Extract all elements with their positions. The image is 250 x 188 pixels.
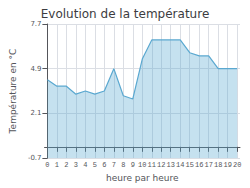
svg-text:heure par heure: heure par heure bbox=[106, 173, 179, 183]
svg-text:10: 10 bbox=[138, 161, 146, 169]
svg-text:16: 16 bbox=[195, 161, 203, 169]
svg-text:Evolution de la température: Evolution de la température bbox=[41, 7, 210, 21]
svg-text:4.9: 4.9 bbox=[30, 65, 41, 73]
svg-text:2.1: 2.1 bbox=[30, 109, 41, 117]
svg-text:11: 11 bbox=[148, 161, 156, 169]
svg-text:6: 6 bbox=[102, 161, 106, 169]
svg-text:2: 2 bbox=[64, 161, 68, 169]
svg-text:15: 15 bbox=[186, 161, 194, 169]
svg-text:5: 5 bbox=[93, 161, 97, 169]
svg-text:18: 18 bbox=[214, 161, 222, 169]
svg-text:0: 0 bbox=[45, 161, 49, 169]
svg-text:14: 14 bbox=[176, 161, 184, 169]
svg-text:7: 7 bbox=[112, 161, 116, 169]
svg-text:20: 20 bbox=[233, 161, 241, 169]
svg-text:17: 17 bbox=[204, 161, 212, 169]
svg-text:7.7: 7.7 bbox=[30, 20, 41, 28]
svg-text:Température en °C: Température en °C bbox=[8, 49, 18, 135]
svg-text:-0.7: -0.7 bbox=[28, 154, 42, 162]
svg-text:4: 4 bbox=[83, 161, 87, 169]
svg-text:19: 19 bbox=[223, 161, 231, 169]
svg-text:13: 13 bbox=[167, 161, 175, 169]
svg-text:9: 9 bbox=[131, 161, 135, 169]
svg-text:12: 12 bbox=[157, 161, 165, 169]
svg-text:1: 1 bbox=[55, 161, 59, 169]
svg-text:3: 3 bbox=[74, 161, 78, 169]
svg-text:8: 8 bbox=[121, 161, 125, 169]
